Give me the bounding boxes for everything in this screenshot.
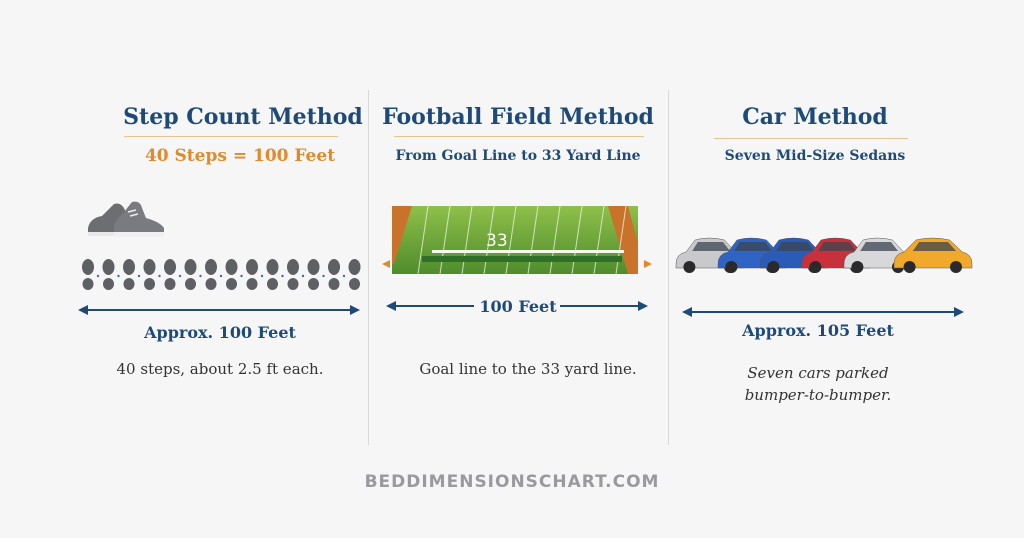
double-arrow (78, 305, 360, 315)
panel-subtitle: 40 Steps = 100 Feet (144, 146, 336, 166)
divider (368, 90, 369, 445)
footer-website: BEDDIMENSIONSCHART.COM (364, 472, 660, 492)
football-field-image: 33 (382, 205, 652, 275)
footprint-icon (328, 259, 346, 290)
panel-title: Step Count Method (123, 104, 363, 130)
footprint-icon (102, 259, 120, 290)
double-arrow (682, 307, 964, 317)
footprint-icon (205, 259, 223, 290)
footprint-icon (348, 259, 361, 290)
divider (668, 90, 669, 445)
measurement-label: Approx. 105 Feet (742, 321, 894, 340)
measurement-label: 100 Feet (479, 297, 557, 316)
sneaker-icon (88, 201, 164, 237)
car-icon (843, 237, 913, 273)
panel-title: Football Field Method (382, 104, 654, 130)
field-yard-number: 33 (486, 231, 508, 251)
panel-title: Car Method (742, 104, 888, 130)
footprint-icon (123, 259, 141, 290)
panel-note: Goal line to the 33 yard line. (419, 360, 637, 378)
panel-subtitle: Seven Mid-Size Sedans (724, 148, 906, 164)
panel-note-line1: Seven cars parked (747, 364, 889, 382)
footprint-icon (143, 259, 161, 290)
footprint-icon (82, 259, 100, 290)
footprint-icon (246, 259, 264, 290)
panel-note: 40 steps, about 2.5 ft each. (116, 360, 324, 378)
car-icon (893, 237, 973, 273)
footprint-icon (184, 259, 202, 290)
title-underline (394, 136, 644, 137)
footprint-icon (307, 259, 325, 290)
footprint-icon (164, 259, 182, 290)
double-arrow (386, 301, 648, 311)
title-underline (714, 138, 908, 139)
footprint-icon (225, 259, 243, 290)
panel-note-line2: bumper-to-bumper. (744, 386, 892, 404)
measurement-label: Approx. 100 Feet (144, 323, 296, 342)
footprint-icon (266, 259, 284, 290)
title-underline (124, 136, 338, 137)
footprints-row (82, 259, 361, 290)
footprint-icon (287, 259, 305, 290)
cars-row (675, 237, 973, 273)
panel-subtitle: From Goal Line to 33 Yard Line (395, 148, 641, 164)
